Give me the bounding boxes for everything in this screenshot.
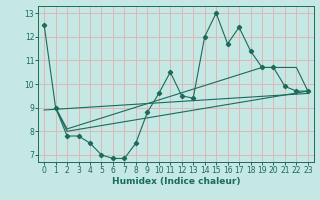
X-axis label: Humidex (Indice chaleur): Humidex (Indice chaleur) xyxy=(112,177,240,186)
